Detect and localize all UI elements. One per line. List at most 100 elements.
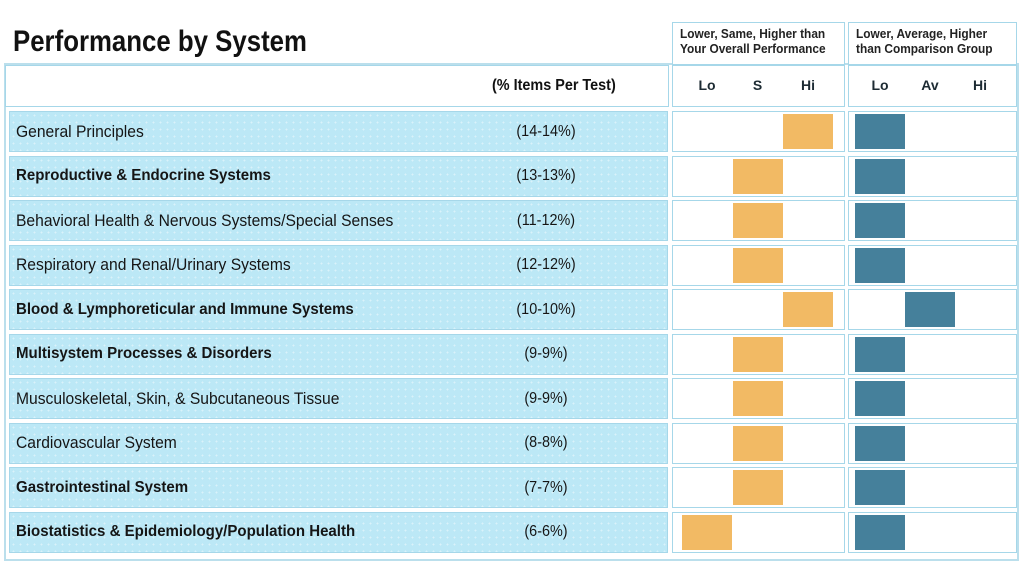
comparison-marker [855,247,905,283]
overall-columns-header-cell: Lo S Hi [672,65,845,107]
comparison-group-header-box: Lower, Average, Higher than Comparison G… [848,22,1017,65]
comparison-marker [855,470,905,505]
table-row: Blood & Lymphoreticular and Immune Syste… [0,289,1024,330]
row-label: Blood & Lymphoreticular and Immune Syste… [16,300,354,318]
overall-marker-cell [672,155,845,197]
row-percent: (6-6%) [524,523,568,540]
comparison-marker [855,158,905,194]
row-label-cell: Respiratory and Renal/Urinary Systems (12… [9,244,668,286]
table-row: Multisystem Processes & Disorders (9-9%) [0,333,1024,375]
overall-marker [732,247,783,283]
overall-marker [732,203,783,238]
comparison-marker [855,114,905,149]
comparison-marker [855,514,905,550]
overall-marker-cell [672,511,845,553]
overall-marker-cell [672,244,845,286]
overall-column-lo-label: Lo [698,77,716,93]
comparison-marker [905,292,955,327]
comparison-marker-cell [848,111,1017,152]
row-percent: (9-9%) [524,389,568,407]
comparison-marker-cell [848,289,1017,330]
table-outer-border [4,63,1019,561]
row-percent: (11-12%) [516,211,576,229]
comparison-marker [855,336,905,372]
overall-performance-header-box: Lower, Same, Higher than Your Overall Pe… [672,22,845,65]
overall-column-hi-label: Hi [801,77,815,93]
table-row: Gastrointestinal System (7-7%) [0,467,1024,508]
comparison-marker-cell [848,422,1017,464]
row-label-cell: Behavioral Health & Nervous Systems/Spec… [9,200,668,241]
row-percent: (13-13%) [516,167,576,184]
comparison-column-lo-label: Lo [871,77,889,93]
overall-header-line2: Your Overall Performance [680,42,826,56]
overall-column-s-label: S [752,77,763,93]
overall-marker-cell [672,111,845,152]
overall-marker [732,425,783,461]
table-row: Reproductive & Endocrine Systems (13-13%) [0,155,1024,197]
row-label: Biostatistics & Epidemiology/Population … [16,523,356,540]
overall-marker [732,158,783,194]
row-label-cell: Biostatistics & Epidemiology/Population … [9,511,668,553]
row-label: Respiratory and Renal/Urinary Systems [16,255,291,274]
overall-marker [732,381,783,416]
comparison-marker [855,203,905,238]
row-label: Multisystem Processes & Disorders [16,345,272,362]
row-label-cell: Multisystem Processes & Disorders (9-9%) [9,333,668,375]
overall-marker-cell [672,333,845,375]
comparison-columns-header-cell: Lo Av Hi [848,65,1017,107]
row-percent: (9-9%) [524,345,568,362]
row-percent: (8-8%) [524,434,568,451]
overall-marker [783,292,833,327]
row-label-cell: Gastrointestinal System (7-7%) [9,467,668,508]
items-per-test-label: (% Items Per Test) [492,77,616,94]
table-row: Biostatistics & Epidemiology/Population … [0,511,1024,553]
comparison-marker-cell [848,200,1017,241]
overall-marker-cell [672,467,845,508]
comparison-marker-cell [848,244,1017,286]
table-rows: General Principles (14-14%) Reproductive &… [0,111,1024,553]
overall-marker [732,336,783,372]
row-label: Behavioral Health & Nervous Systems/Spec… [16,210,394,230]
row-percent: (7-7%) [524,478,568,496]
row-label-cell: Reproductive & Endocrine Systems (13-13%) [9,155,668,197]
row-percent: (10-10%) [516,300,576,318]
row-label-cell: Blood & Lymphoreticular and Immune Syste… [9,289,668,330]
table-row: Behavioral Health & Nervous Systems/Spec… [0,200,1024,241]
row-label: General Principles [16,121,144,141]
row-label-cell: Musculoskeletal, Skin, & Subcutaneous Ti… [9,378,668,419]
comparison-header-line2: than Comparison Group [856,42,993,56]
comparison-marker-cell [848,378,1017,419]
overall-marker-cell [672,200,845,241]
page-title: Performance by System [13,25,307,58]
overall-header-line1: Lower, Same, Higher than [680,27,826,41]
comparison-column-hi-label: Hi [973,77,987,93]
row-label: Musculoskeletal, Skin, & Subcutaneous Ti… [16,388,340,408]
overall-marker-cell [672,422,845,464]
row-label: Gastrointestinal System [16,478,189,496]
overall-marker-cell [672,289,845,330]
comparison-header-line1: Lower, Average, Higher [856,27,988,41]
table-row: Musculoskeletal, Skin, & Subcutaneous Ti… [0,378,1024,419]
overall-marker [732,470,783,505]
comparison-marker-cell [848,467,1017,508]
items-per-test-header-cell: (% Items Per Test) [5,65,669,107]
table-row: Respiratory and Renal/Urinary Systems (12… [0,244,1024,286]
table-row: General Principles (14-14%) [0,111,1024,152]
row-label: Reproductive & Endocrine Systems [16,167,271,184]
overall-marker [682,514,732,550]
comparison-marker [855,381,905,416]
row-label-cell: Cardiovascular System (8-8%) [9,422,668,464]
table-row: Cardiovascular System (8-8%) [0,422,1024,464]
row-percent: (12-12%) [516,256,576,273]
comparison-column-av-label: Av [921,77,939,93]
row-percent: (14-14%) [516,122,576,140]
row-label-cell: General Principles (14-14%) [9,111,668,152]
comparison-marker-cell [848,511,1017,553]
comparison-marker-cell [848,155,1017,197]
overall-marker-cell [672,378,845,419]
comparison-marker-cell [848,333,1017,375]
comparison-marker [855,425,905,461]
row-label: Cardiovascular System [16,433,177,452]
overall-marker [783,114,833,149]
